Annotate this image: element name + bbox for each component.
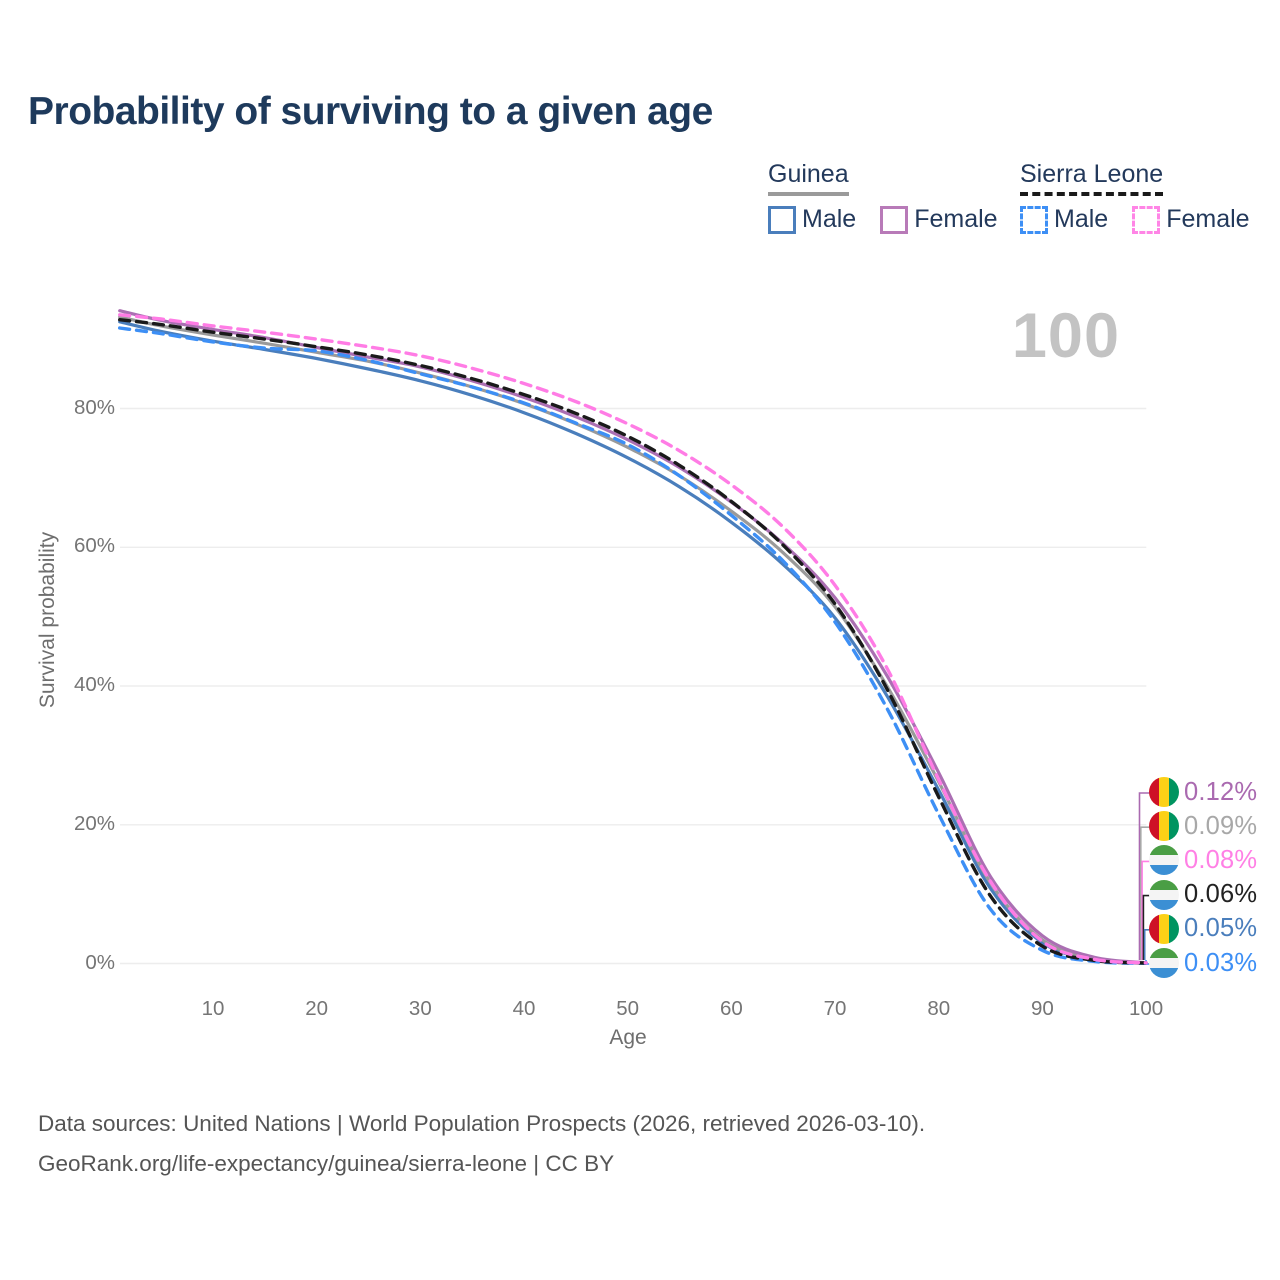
legend-group-guinea: Guinea Male Female bbox=[768, 160, 998, 234]
sierra-leone-female-swatch-icon bbox=[1132, 205, 1161, 234]
series-line-sierra-leone-female bbox=[118, 313, 1148, 965]
footer-sources: Data sources: United Nations | World Pop… bbox=[38, 1104, 925, 1184]
series-line-guinea-male bbox=[118, 320, 1148, 965]
series-line-sierra-leone-both-sexes bbox=[118, 318, 1148, 965]
legend-label-sierra-leone-female: Female bbox=[1166, 205, 1250, 233]
flag-guinea-icon bbox=[1149, 811, 1179, 842]
guinea-female-swatch-icon bbox=[880, 205, 909, 234]
flag-sierra-leone-icon bbox=[1149, 879, 1179, 910]
x-tick-label-70: 70 bbox=[823, 997, 847, 1020]
annotation-value: 0.06% bbox=[1184, 880, 1258, 909]
watermark-age-100: 100 bbox=[1011, 301, 1120, 371]
legend-label-guinea-male: Male bbox=[802, 205, 857, 233]
x-tick-label-10: 10 bbox=[201, 997, 225, 1020]
flag-sierra-leone-icon bbox=[1149, 948, 1179, 978]
y-tick-label-60: 60% bbox=[73, 534, 115, 558]
legend-item-guinea-female[interactable]: Female bbox=[880, 205, 998, 234]
legend-label-sierra-leone-male: Male bbox=[1054, 205, 1109, 233]
x-tick-label-20: 20 bbox=[305, 997, 329, 1020]
annotation-row-guinea-both-sexes: 0.09% bbox=[1149, 811, 1258, 842]
annotation-value: 0.09% bbox=[1184, 811, 1258, 840]
x-tick-label-100: 100 bbox=[1128, 997, 1164, 1020]
y-tick-label-40: 40% bbox=[73, 673, 115, 696]
page-title: Probability of surviving to a given age bbox=[28, 90, 713, 133]
x-tick-label-60: 60 bbox=[719, 997, 743, 1020]
annotation-value: 0.05% bbox=[1184, 914, 1258, 943]
legend-item-guinea-male[interactable]: Male bbox=[768, 205, 856, 234]
flag-sierra-leone-icon bbox=[1149, 845, 1179, 876]
x-tick-label-50: 50 bbox=[616, 997, 640, 1020]
sierra-leone-male-swatch-icon bbox=[1020, 205, 1048, 234]
annotation-row-guinea-female: 0.12% bbox=[1149, 777, 1257, 807]
annotation-value: 0.08% bbox=[1184, 845, 1258, 874]
footer-line-2: GeoRank.org/life-expectancy/guinea/sierr… bbox=[38, 1151, 615, 1176]
legend-item-sierra-leone-female[interactable]: Female bbox=[1132, 205, 1250, 234]
x-tick-label-40: 40 bbox=[512, 997, 536, 1020]
legend-group-sierra-leone: Sierra Leone Male Female bbox=[1020, 160, 1250, 234]
y-tick-label-80: 80% bbox=[73, 395, 115, 419]
legend-header-guinea: Guinea bbox=[768, 160, 849, 196]
legend-item-sierra-leone-male[interactable]: Male bbox=[1020, 205, 1108, 234]
annotation-row-sierra-leone-female: 0.08% bbox=[1149, 845, 1258, 876]
legend-header-sierra-leone: Sierra Leone bbox=[1020, 160, 1164, 196]
series-line-sierra-leone-male bbox=[118, 326, 1148, 965]
x-axis-title: Age bbox=[609, 1026, 647, 1049]
legend-label-guinea-female: Female bbox=[914, 205, 998, 233]
footer-line-1: Data sources: United Nations | World Pop… bbox=[38, 1111, 926, 1136]
y-tick-label-20: 20% bbox=[73, 811, 115, 835]
annotation-value: 0.12% bbox=[1184, 777, 1258, 806]
annotation-row-sierra-leone-both-sexes: 0.06% bbox=[1149, 879, 1258, 910]
flag-guinea-icon bbox=[1149, 913, 1179, 944]
annotation-value: 0.03% bbox=[1184, 948, 1258, 977]
x-tick-label-30: 30 bbox=[408, 997, 432, 1020]
y-tick-label-0: 0% bbox=[85, 950, 115, 974]
annotation-row-guinea-male: 0.05% bbox=[1149, 913, 1258, 944]
guinea-male-swatch-icon bbox=[768, 205, 796, 234]
annotation-row-sierra-leone-male: 0.03% bbox=[1149, 948, 1257, 978]
series-line-guinea-both-sexes bbox=[118, 315, 1148, 965]
flag-guinea-icon bbox=[1149, 777, 1179, 807]
x-tick-label-90: 90 bbox=[1031, 997, 1054, 1020]
x-tick-label-80: 80 bbox=[927, 997, 951, 1020]
